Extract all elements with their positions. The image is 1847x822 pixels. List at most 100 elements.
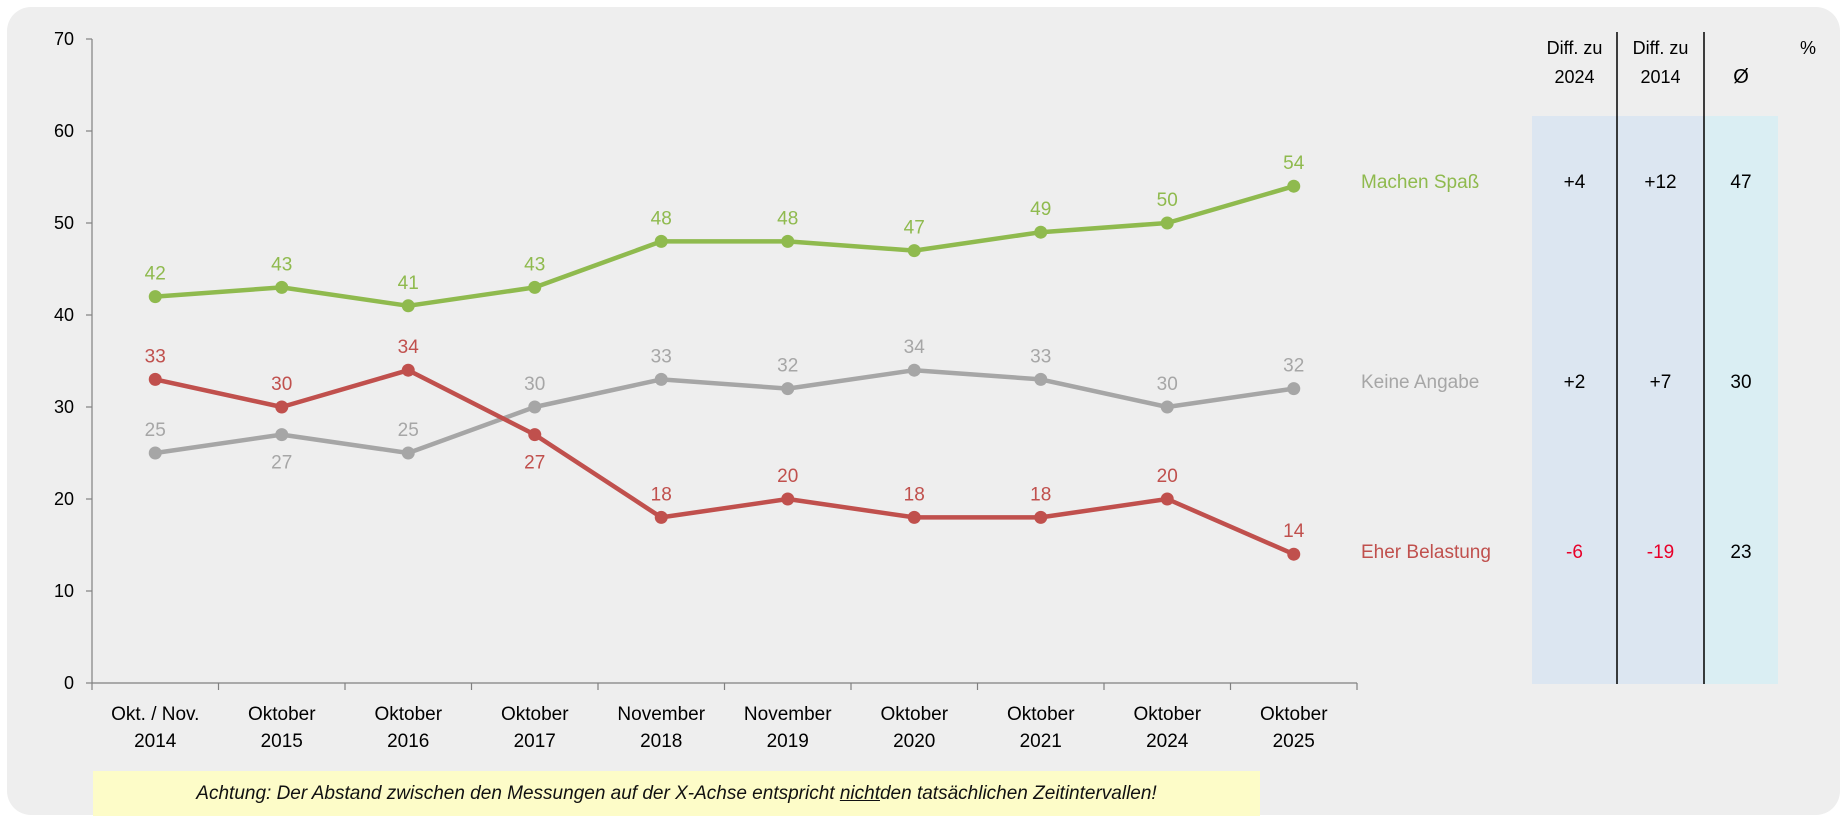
y-tick-label: 0 (64, 673, 74, 693)
data-point (275, 400, 289, 414)
x-tick-label: Oktober 2025 (1260, 704, 1328, 752)
x-tick-label: November 2018 (617, 704, 705, 752)
series-name-label: Machen Spaß (1361, 172, 1479, 193)
data-label: 20 (1157, 466, 1178, 487)
data-label: 42 (145, 264, 166, 285)
series-name-label: Eher Belastung (1361, 542, 1491, 563)
note-text-underlined: nicht (839, 782, 880, 804)
data-label: 30 (271, 374, 292, 395)
data-label: 47 (904, 218, 925, 239)
data-point (1287, 179, 1301, 193)
data-point (528, 428, 542, 442)
data-label: 25 (145, 420, 166, 441)
data-label: 34 (904, 337, 926, 358)
data-label: 33 (651, 346, 672, 367)
x-tick-label-line: Oktober (1133, 704, 1201, 725)
average-value: 47 (1730, 172, 1751, 193)
data-label: 18 (904, 484, 925, 505)
data-label: 18 (1030, 484, 1051, 505)
data-label: 25 (398, 420, 419, 441)
x-tick-label: Oktober 2020 (880, 704, 948, 752)
x-tick-label-line: November (744, 704, 832, 725)
data-point (907, 510, 921, 524)
x-tick-label-line: Okt. / Nov. (111, 704, 199, 725)
data-point (148, 372, 162, 386)
table-header-line: Diff. zu (1633, 38, 1689, 58)
data-label: 30 (1157, 374, 1178, 395)
x-tick-label-line: 2024 (1146, 731, 1189, 752)
x-tick-label-line: 2019 (767, 731, 809, 752)
axis-disclaimer-note: Achtung: Der Abstand zwischen den Messun… (93, 771, 1260, 816)
series-line (154, 367, 1295, 557)
x-tick-label-line: 2020 (893, 731, 935, 752)
table-header: Diff. zu 2024 (1547, 38, 1603, 87)
note-text-before: Achtung: Der Abstand zwischen den Messun… (196, 782, 835, 804)
table-header: Ø (1733, 66, 1749, 88)
data-label: 49 (1030, 199, 1051, 220)
data-label: 41 (398, 273, 419, 294)
data-label: 18 (651, 484, 672, 505)
data-point (1034, 225, 1048, 239)
data-point (654, 234, 668, 248)
data-point (781, 492, 795, 506)
x-tick-label: Oktober 2017 (501, 704, 569, 752)
data-label: 27 (524, 453, 545, 474)
data-label: 33 (1030, 346, 1051, 367)
series-name-label: Keine Angabe (1361, 372, 1479, 393)
data-point (654, 510, 668, 524)
diff-2014-value: +7 (1650, 372, 1672, 393)
x-tick-label-line: Oktober (1007, 704, 1075, 725)
data-point (1287, 547, 1301, 561)
data-point (148, 446, 162, 460)
data-point (781, 382, 795, 396)
x-tick-label: November 2019 (744, 704, 832, 752)
y-tick-label: 40 (54, 305, 74, 325)
y-tick-label: 10 (54, 581, 74, 601)
x-tick-label-line: 2015 (261, 731, 303, 752)
data-point (654, 372, 668, 386)
diff-2024-value: +2 (1564, 372, 1586, 393)
average-column-background (1704, 116, 1778, 684)
x-tick-label: Okt. / Nov. 2014 (111, 704, 199, 752)
data-label: 14 (1283, 521, 1305, 542)
data-label: 20 (777, 466, 798, 487)
y-tick-label: 60 (54, 121, 74, 141)
x-tick-label-line: Oktober (501, 704, 569, 725)
x-tick-label-line: 2017 (514, 731, 556, 752)
average-value: 30 (1730, 372, 1751, 393)
data-point (1287, 382, 1301, 396)
x-tick-label-line: 2025 (1273, 731, 1315, 752)
y-tick-label: 20 (54, 489, 74, 509)
diff-2024-value: -6 (1566, 542, 1583, 563)
data-label: 48 (777, 208, 798, 229)
data-point (528, 400, 542, 414)
data-point (401, 363, 415, 377)
x-tick-label: Oktober 2015 (248, 704, 316, 752)
x-tick-label-line: Oktober (374, 704, 442, 725)
table-header-line: 2014 (1640, 67, 1680, 87)
data-point (907, 363, 921, 377)
diff-2014-value: -19 (1647, 542, 1674, 563)
table-header-line: Diff. zu (1547, 38, 1603, 58)
data-label: 54 (1283, 153, 1305, 174)
x-tick-label-line: 2018 (640, 731, 682, 752)
data-label: 33 (145, 346, 166, 367)
data-point (1034, 372, 1048, 386)
x-tick-label: Oktober 2016 (374, 704, 442, 752)
series-line (154, 367, 1295, 456)
data-point (401, 299, 415, 313)
data-label: 27 (271, 453, 292, 474)
data-point (275, 428, 289, 442)
diff-2014-value: +12 (1644, 172, 1676, 193)
average-value: 23 (1730, 542, 1751, 563)
data-label: 50 (1157, 190, 1178, 211)
data-point (528, 280, 542, 294)
data-point (1160, 216, 1174, 230)
data-point (781, 234, 795, 248)
data-point (907, 244, 921, 258)
x-tick-label-line: November (617, 704, 705, 725)
unit-label: % (1800, 38, 1816, 58)
data-label: 32 (1283, 356, 1304, 377)
table-header-line: 2024 (1554, 67, 1594, 87)
data-label: 48 (651, 208, 672, 229)
